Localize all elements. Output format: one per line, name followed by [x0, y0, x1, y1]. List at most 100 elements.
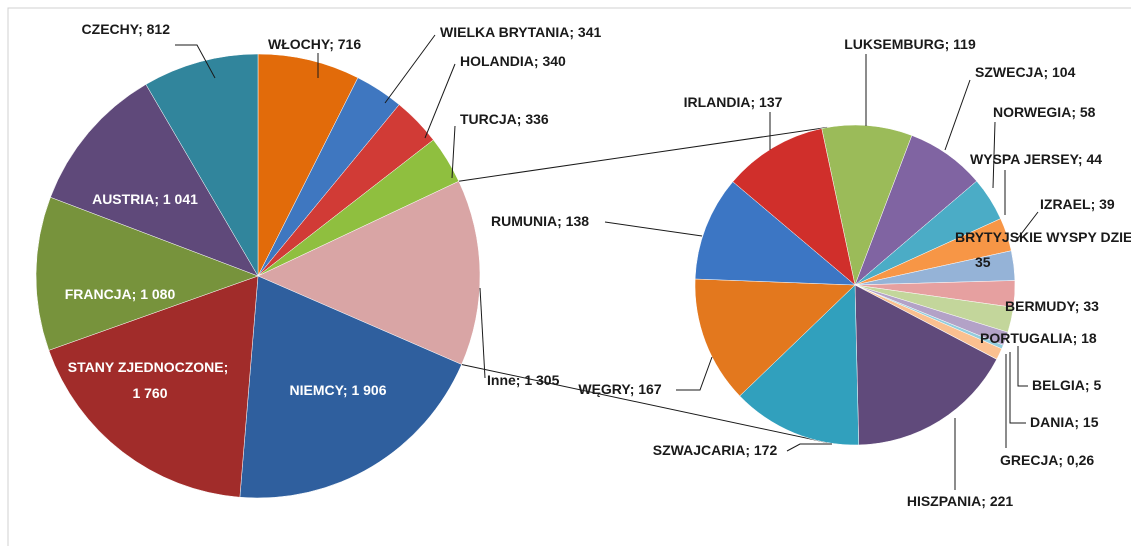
data-label: BELGIA; 5 — [1032, 377, 1101, 393]
leader-line — [479, 287, 486, 379]
label-name: HISZPANIA — [907, 493, 981, 509]
leader-line — [1014, 211, 1039, 243]
label-name: WŁOCHY — [268, 36, 331, 52]
label-name: GRECJA — [1000, 452, 1058, 468]
label-separator: ; — [630, 381, 639, 397]
label-separator: ; — [1074, 414, 1083, 430]
pie-slice — [239, 275, 462, 499]
label-separator: ; — [534, 53, 543, 69]
data-label: GRECJA; 0,26 — [1000, 452, 1094, 468]
data-label: TURCJA; 336 — [460, 111, 549, 127]
pie-slice — [48, 275, 259, 498]
data-label: HOLANDIA; 340 — [460, 53, 566, 69]
leader-line — [944, 79, 971, 151]
pie-slice — [35, 196, 259, 351]
data-label: SZWECJA; 104 — [975, 64, 1076, 80]
label-name: BRYTYJSKIE WYSPY DZIEWICZE — [955, 229, 1131, 245]
label-name: NIEMCY — [289, 382, 344, 398]
label-value: 341 — [578, 24, 602, 40]
connector-line — [461, 363, 828, 444]
label-separator: ; — [557, 213, 566, 229]
label-separator: ; — [945, 36, 954, 52]
slices — [35, 53, 1016, 499]
label-name: SZWAJCARIA — [653, 442, 746, 458]
leader-line — [424, 63, 456, 139]
label-value: 5 — [1093, 377, 1101, 393]
label-value: 137 — [759, 94, 783, 110]
pie-slice — [50, 84, 259, 277]
label-value: 221 — [990, 493, 1014, 509]
leader-line — [786, 443, 832, 452]
label-name: RUMUNIA — [491, 213, 557, 229]
leader-line — [992, 121, 996, 189]
label-separator: ; — [1043, 64, 1052, 80]
pie-slice — [854, 284, 997, 446]
pie-slice — [821, 124, 913, 286]
data-label: LUKSEMBURG; 119 — [844, 36, 976, 52]
label-separator: ; — [224, 359, 233, 375]
data-label: NIEMCY; 1 906 — [289, 382, 386, 398]
label-name: IRLANDIA — [684, 94, 751, 110]
pie-slice — [694, 181, 856, 286]
label-value: 1 906 — [351, 382, 386, 398]
data-label: WIELKA BRYTANIA; 341 — [440, 24, 601, 40]
pie-slice — [145, 53, 259, 277]
data-label: BERMUDY; 33 — [1005, 298, 1099, 314]
leader-line — [1009, 352, 1026, 424]
label-value: 35 — [975, 254, 991, 270]
label-name: IZRAEL — [1040, 196, 1091, 212]
label-separator: ; — [569, 24, 578, 40]
label-value: 1 760 — [132, 385, 167, 401]
leader-line — [604, 221, 703, 237]
label-value: 812 — [147, 21, 171, 37]
leader-line — [676, 356, 713, 391]
label-value: 44 — [1086, 151, 1102, 167]
data-label: WYSPA JERSEY; 44 — [970, 151, 1102, 167]
data-label: SZWAJCARIA; 172 — [653, 442, 778, 458]
data-label: CZECHY; 812 — [82, 21, 171, 37]
label-name: FRANCJA — [65, 286, 132, 302]
connectors — [458, 126, 828, 444]
label-name: CZECHY — [82, 21, 140, 37]
data-label: STANY ZJEDNOCZONE; 1 760 — [68, 359, 232, 401]
data-label: AUSTRIA; 1 041 — [92, 191, 198, 207]
label-name: STANY ZJEDNOCZONE — [68, 359, 224, 375]
data-label: HISZPANIA; 221 — [907, 493, 1014, 509]
label-separator: ; — [154, 191, 163, 207]
label-value: 138 — [566, 213, 590, 229]
label-value: 716 — [338, 36, 362, 52]
label-value: 104 — [1052, 64, 1076, 80]
data-label: RUMUNIA; 138 — [491, 213, 589, 229]
label-separator: ; — [132, 286, 141, 302]
label-value: 33 — [1083, 298, 1099, 314]
label-value: 58 — [1080, 104, 1096, 120]
label-separator: ; — [1091, 196, 1100, 212]
label-name: WĘGRY — [578, 381, 631, 397]
pie-slice — [739, 284, 860, 446]
label-value: 172 — [754, 442, 778, 458]
label-name: Inne — [487, 372, 516, 388]
label-separator: ; — [343, 382, 352, 398]
data-label: NORWEGIA; 58 — [993, 104, 1096, 120]
label-name: WYSPA JERSEY — [970, 151, 1080, 167]
pie-slice — [732, 128, 856, 286]
label-separator: ; — [745, 442, 754, 458]
label-separator: ; — [750, 94, 759, 110]
data-label: PORTUGALIA; 18 — [980, 330, 1097, 346]
label-value: 1 305 — [524, 372, 559, 388]
label-value: 336 — [525, 111, 549, 127]
label-name: TURCJA — [460, 111, 517, 127]
data-label: FRANCJA; 1 080 — [65, 286, 176, 302]
label-name: PORTUGALIA — [980, 330, 1073, 346]
leader-line — [451, 125, 456, 179]
label-separator: ; — [516, 372, 525, 388]
label-value: 119 — [953, 36, 976, 52]
label-value: 167 — [638, 381, 662, 397]
label-separator: ; — [517, 111, 526, 127]
label-value: 0,26 — [1067, 452, 1094, 468]
label-value: 1 080 — [140, 286, 175, 302]
pie-slice — [257, 53, 359, 277]
label-name: AUSTRIA — [92, 191, 154, 207]
leader-line — [1017, 346, 1028, 387]
